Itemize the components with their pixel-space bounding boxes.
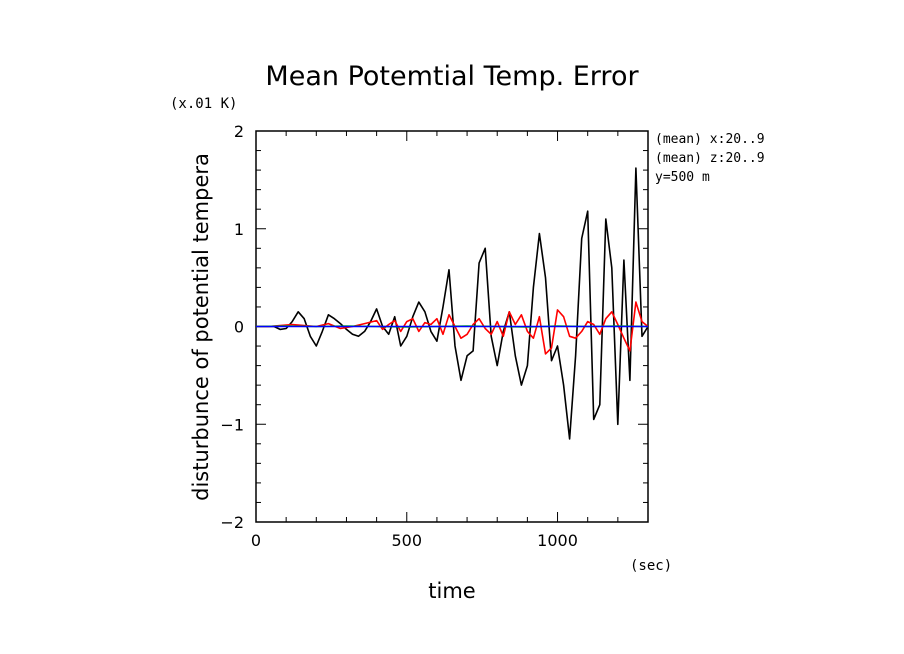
annotation-y-level: y=500 m — [655, 170, 710, 185]
y-tick-label: 0 — [234, 318, 244, 337]
y-tick-label: 2 — [234, 122, 244, 141]
annotation-mean-z: (mean) z:20..9 — [655, 151, 765, 166]
y-tick-label: −2 — [220, 513, 244, 532]
y-tick-label: −1 — [220, 415, 244, 434]
y-axis-unit: (x.01 K) — [170, 96, 237, 112]
x-tick-label: 0 — [251, 531, 261, 550]
y-axis-label: disturbunce of potential tempera — [189, 153, 213, 501]
y-tick-label: 1 — [234, 220, 244, 239]
x-tick-label: 500 — [391, 531, 422, 550]
x-axis-unit: (sec) — [630, 558, 672, 574]
series-red-line — [256, 301, 648, 355]
plot-area: −2 −1 0 1 2 0 500 1000 — [220, 122, 649, 550]
x-axis-label: time — [428, 579, 475, 603]
annotation-mean-x: (mean) x:20..9 — [655, 132, 765, 147]
x-tick-label: 1000 — [537, 531, 578, 550]
chart-title: Mean Potemtial Temp. Error — [265, 61, 639, 92]
series-black-line — [256, 167, 648, 440]
